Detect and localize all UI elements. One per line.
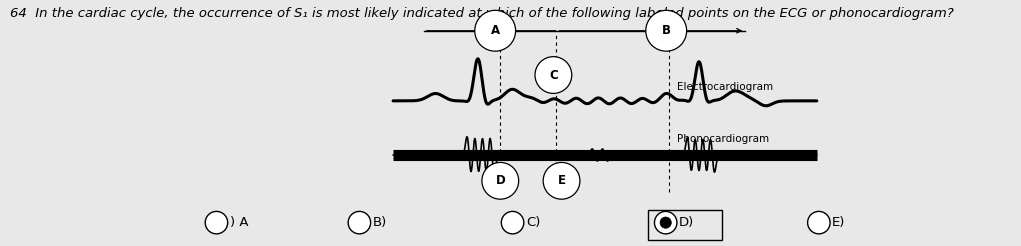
Text: B: B bbox=[662, 24, 671, 37]
Ellipse shape bbox=[501, 211, 524, 234]
Text: D: D bbox=[495, 174, 505, 187]
Text: B): B) bbox=[373, 216, 387, 229]
Text: 64  In the cardiac cycle, the occurrence of S₁ is most likely indicated at which: 64 In the cardiac cycle, the occurrence … bbox=[10, 7, 954, 20]
Ellipse shape bbox=[660, 217, 672, 228]
Text: A: A bbox=[491, 24, 499, 37]
Text: ) A: ) A bbox=[230, 216, 248, 229]
Ellipse shape bbox=[808, 211, 830, 234]
Ellipse shape bbox=[348, 211, 371, 234]
Ellipse shape bbox=[654, 211, 677, 234]
Text: Phonocardiogram: Phonocardiogram bbox=[677, 134, 769, 144]
Ellipse shape bbox=[205, 211, 228, 234]
Ellipse shape bbox=[543, 162, 580, 199]
Ellipse shape bbox=[645, 10, 686, 51]
Text: D): D) bbox=[679, 216, 694, 229]
Text: C: C bbox=[549, 69, 557, 81]
Text: C): C) bbox=[526, 216, 540, 229]
Text: E: E bbox=[557, 174, 566, 187]
Ellipse shape bbox=[535, 57, 572, 93]
Ellipse shape bbox=[475, 10, 516, 51]
Ellipse shape bbox=[482, 162, 519, 199]
Text: E): E) bbox=[832, 216, 845, 229]
Text: Electrocardiogram: Electrocardiogram bbox=[677, 82, 773, 92]
